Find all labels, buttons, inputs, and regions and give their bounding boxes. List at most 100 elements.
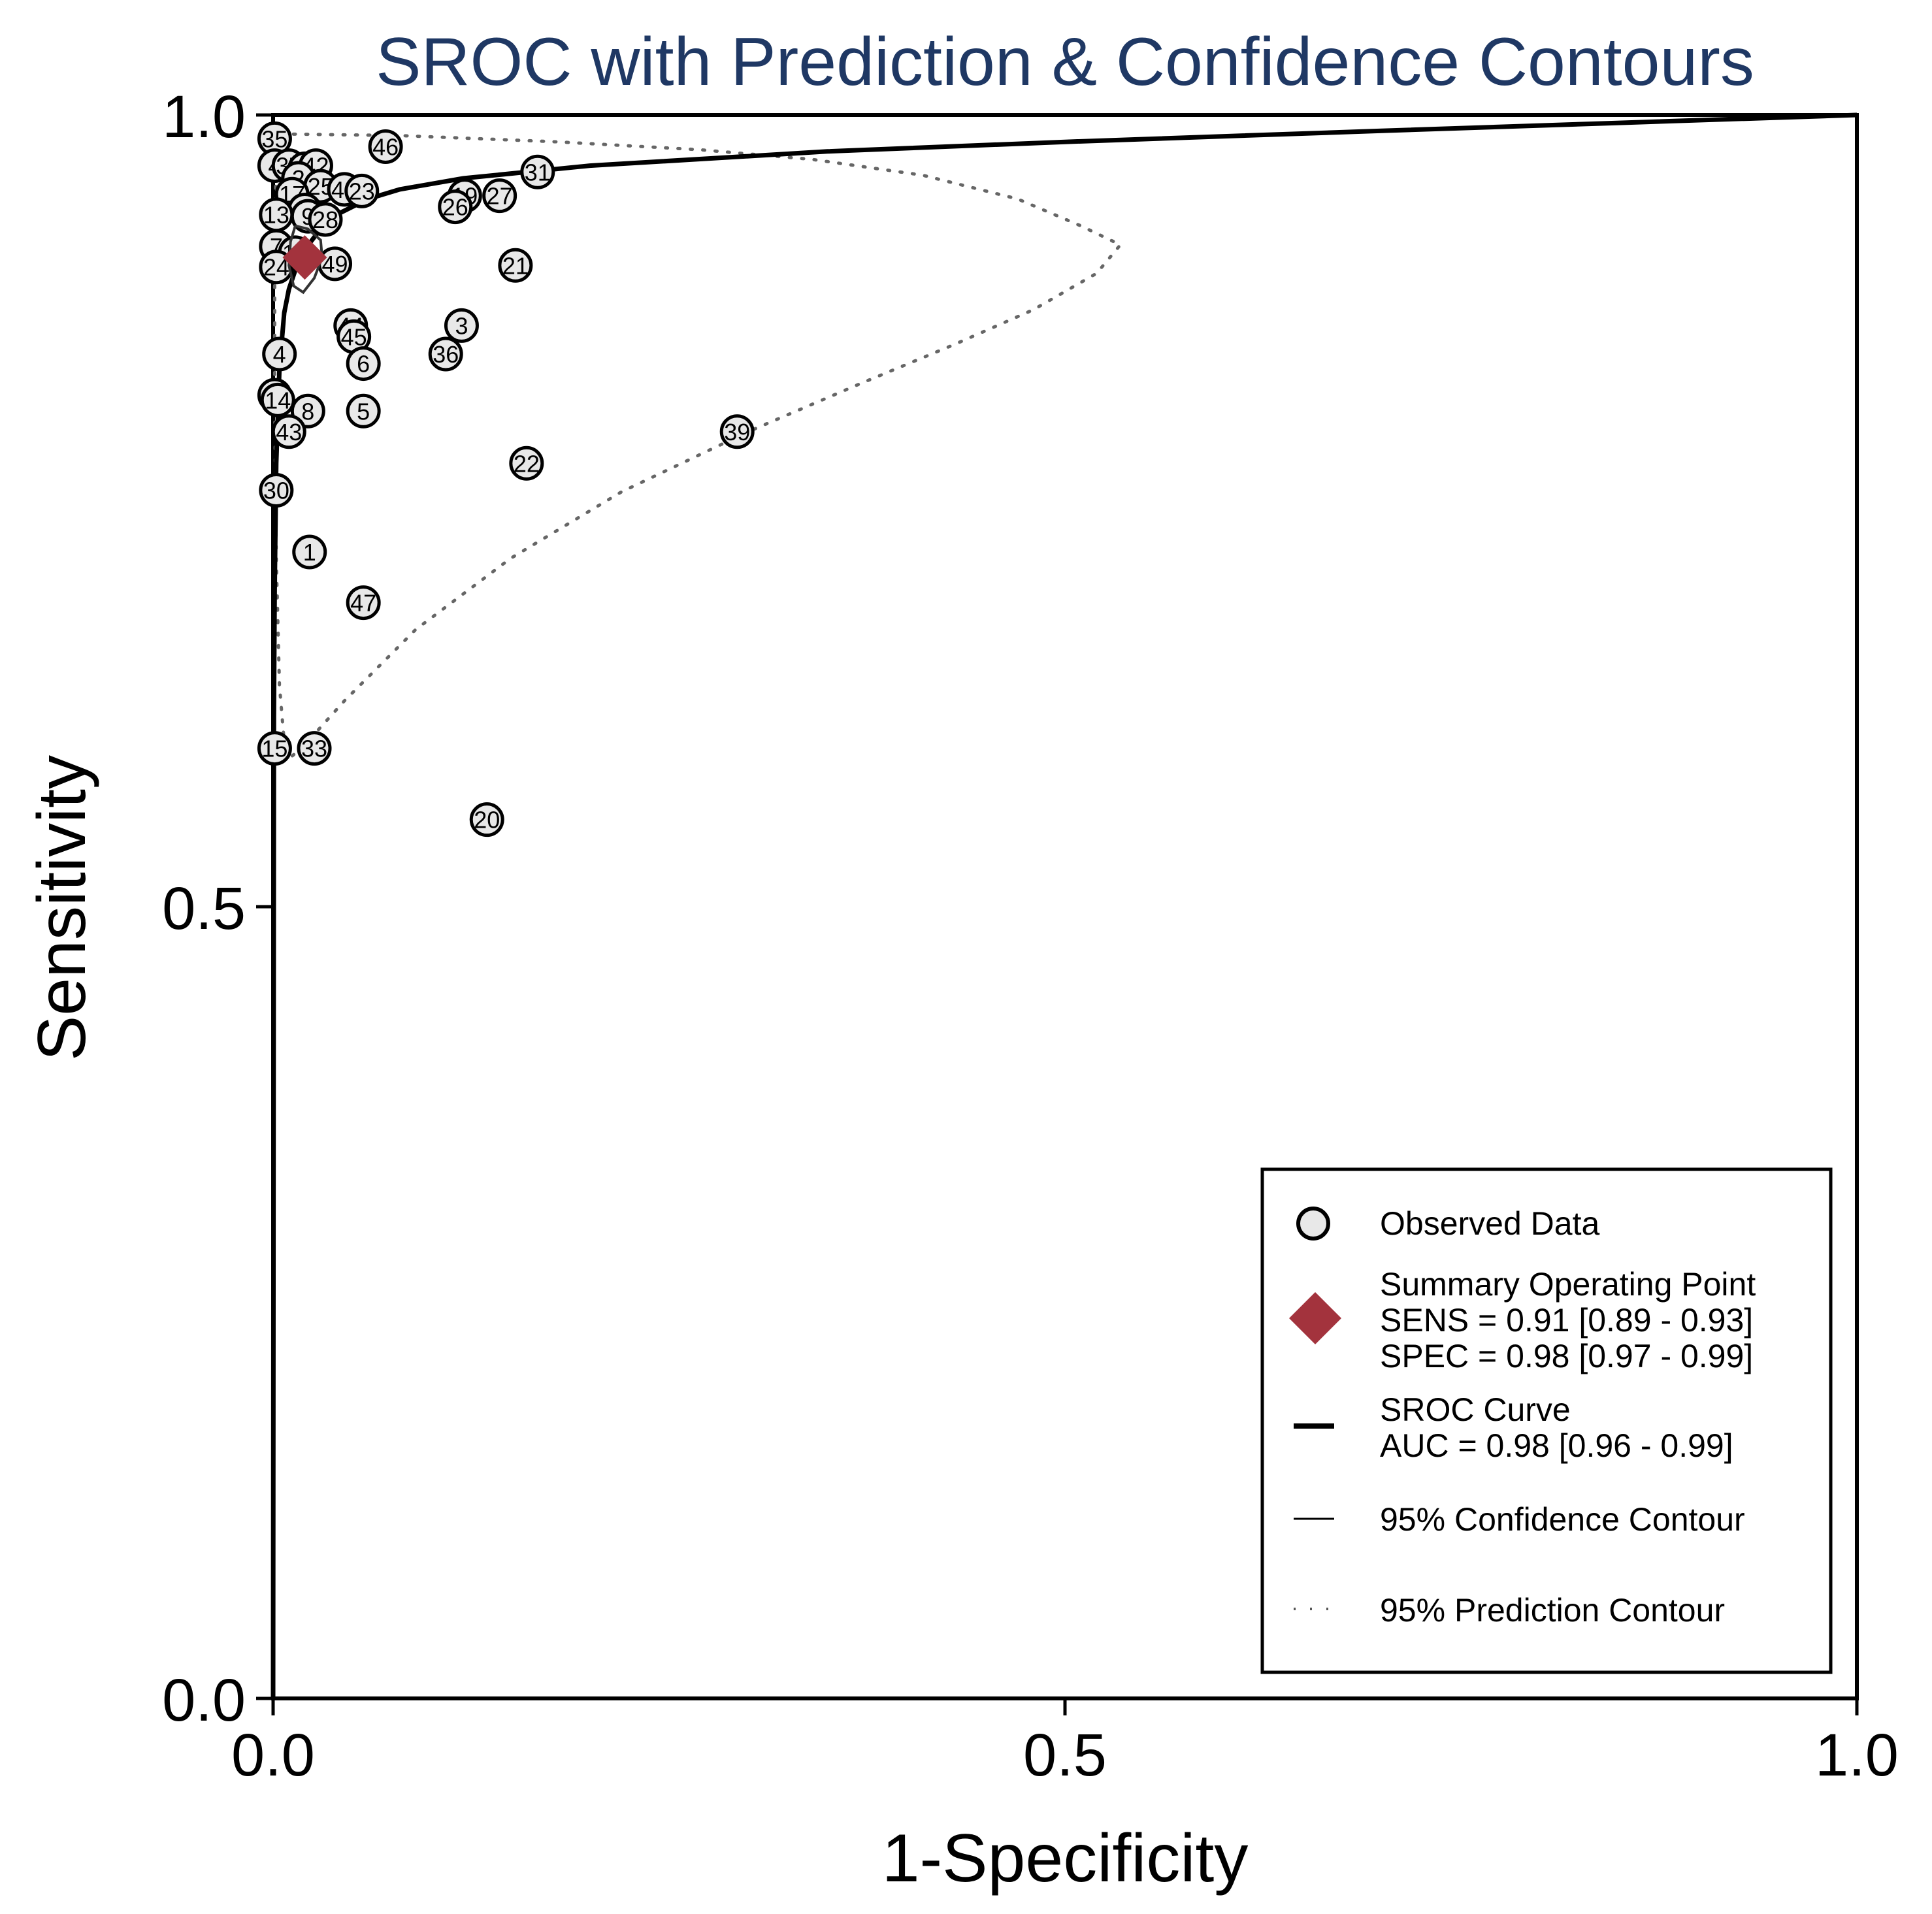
observed-point-label: 6 — [357, 351, 370, 378]
observed-point: 4 — [262, 336, 297, 372]
observed-point: 49 — [318, 246, 353, 282]
observed-point: 39 — [719, 414, 755, 449]
observed-point-label: 31 — [525, 159, 551, 186]
observed-points: 3546437184223125174023192726111392871249… — [257, 121, 755, 837]
observed-point: 24 — [259, 250, 294, 285]
legend-box — [1260, 1167, 1833, 1674]
observed-point-marker — [260, 382, 295, 417]
observed-point-label: 23 — [349, 178, 375, 204]
observed-point-label: 15 — [261, 736, 287, 762]
observed-point: 31 — [520, 154, 555, 189]
legend-conf: 95% Confidence Contour — [1380, 1501, 1745, 1538]
observed-point: 13 — [259, 197, 294, 233]
observed-point-label: 45 — [341, 323, 367, 350]
observed-point-marker — [262, 336, 297, 372]
observed-point-label: 36 — [433, 341, 459, 368]
legend-sroc: SROC Curve — [1380, 1391, 1571, 1428]
observed-point-label: 26 — [442, 194, 468, 221]
observed-point: 22 — [509, 446, 544, 481]
observed-point-label: 28 — [312, 206, 338, 233]
observed-point-marker — [428, 336, 463, 372]
observed-point: 1 — [292, 534, 327, 570]
legend-observed-marker — [1296, 1207, 1330, 1241]
observed-point-marker — [509, 446, 544, 481]
observed-point: 6 — [346, 346, 381, 381]
observed-point: 28 — [308, 202, 343, 237]
observed-point: 30 — [259, 472, 294, 508]
observed-point-marker — [259, 250, 294, 285]
legend-sens: SENS = 0.91 [0.89 - 0.93] — [1380, 1302, 1753, 1338]
x-axis-label: 1-Specificity — [882, 1821, 1249, 1896]
observed-point-label: 49 — [322, 251, 348, 278]
observed-point-marker — [520, 154, 555, 189]
x-tick-label: 1.0 — [1815, 1722, 1899, 1789]
observed-point-label: 1 — [303, 539, 316, 566]
legend-summary-marker — [1289, 1292, 1341, 1344]
observed-point-label: 5 — [357, 398, 370, 425]
observed-point-marker — [292, 534, 327, 570]
legend: Observed Data Summary Operating Point SE… — [1260, 1167, 1833, 1674]
observed-point-label: 3 — [455, 312, 468, 339]
axis-ticks: 0.0 0.5 1.0 0.0 0.5 1.0 — [162, 84, 1899, 1789]
observed-point-marker — [719, 414, 755, 449]
observed-point-label: 13 — [263, 202, 289, 229]
observed-point: 47 — [346, 585, 381, 621]
observed-point: 3 — [444, 308, 479, 343]
observed-point-label: 39 — [724, 419, 750, 446]
legend-pred: 95% Prediction Contour — [1380, 1592, 1725, 1629]
observed-point: 46 — [368, 129, 403, 164]
observed-point-marker — [257, 731, 292, 766]
observed-point-marker — [297, 731, 332, 766]
observed-point-label: 22 — [514, 450, 540, 477]
observed-point: 36 — [428, 336, 463, 372]
observed-point-marker — [271, 414, 306, 449]
observed-point-marker — [346, 393, 381, 429]
observed-point-label: 30 — [263, 477, 289, 504]
observed-point-label: 43 — [276, 419, 302, 446]
observed-point: 43 — [271, 414, 306, 449]
legend-summary-title: Summary Operating Point — [1380, 1266, 1756, 1303]
observed-point-marker — [368, 129, 403, 164]
observed-point-label: 35 — [261, 125, 287, 152]
observed-point-marker — [444, 308, 479, 343]
observed-point-marker — [482, 178, 517, 214]
observed-point: 15 — [257, 731, 292, 766]
observed-point-label: 21 — [502, 252, 529, 279]
observed-point-marker — [308, 202, 343, 237]
observed-point: 5 — [346, 393, 381, 429]
observed-point-label: 14 — [265, 387, 291, 414]
y-tick-label: 0.0 — [162, 1667, 246, 1734]
observed-point-label: 8 — [301, 398, 314, 425]
observed-point: 21 — [498, 248, 533, 283]
legend-auc: AUC = 0.98 [0.96 - 0.99] — [1380, 1427, 1733, 1464]
observed-point-marker — [346, 585, 381, 621]
summary-point — [282, 235, 327, 280]
observed-point-marker — [498, 248, 533, 283]
observed-point-marker — [346, 346, 381, 381]
observed-point: 20 — [469, 802, 504, 837]
observed-point-label: 20 — [474, 807, 500, 834]
observed-point-marker — [259, 472, 294, 508]
summary-point-group — [282, 224, 327, 295]
prediction-contour — [272, 132, 1123, 764]
x-tick-label: 0.5 — [1023, 1722, 1107, 1789]
observed-point: 26 — [438, 189, 473, 225]
observed-point-marker — [438, 189, 473, 225]
legend-observed-label: Observed Data — [1380, 1205, 1599, 1242]
observed-point: 14 — [260, 382, 295, 417]
observed-point: 33 — [297, 731, 332, 766]
observed-point-marker — [469, 802, 504, 837]
y-tick-label: 1.0 — [162, 84, 246, 150]
observed-point-marker — [344, 173, 380, 208]
observed-point-label: 27 — [487, 183, 513, 210]
chart-title: SROC with Prediction & Confidence Contou… — [376, 24, 1754, 100]
observed-point-label: 33 — [301, 736, 327, 762]
observed-point: 23 — [344, 173, 380, 208]
x-tick-label: 0.0 — [231, 1722, 315, 1789]
legend-spec: SPEC = 0.98 [0.97 - 0.99] — [1380, 1338, 1753, 1374]
observed-point: 27 — [482, 178, 517, 214]
observed-point-label: 46 — [372, 133, 399, 160]
y-axis-label: Sensitivity — [24, 755, 100, 1061]
observed-point-label: 4 — [273, 341, 286, 368]
